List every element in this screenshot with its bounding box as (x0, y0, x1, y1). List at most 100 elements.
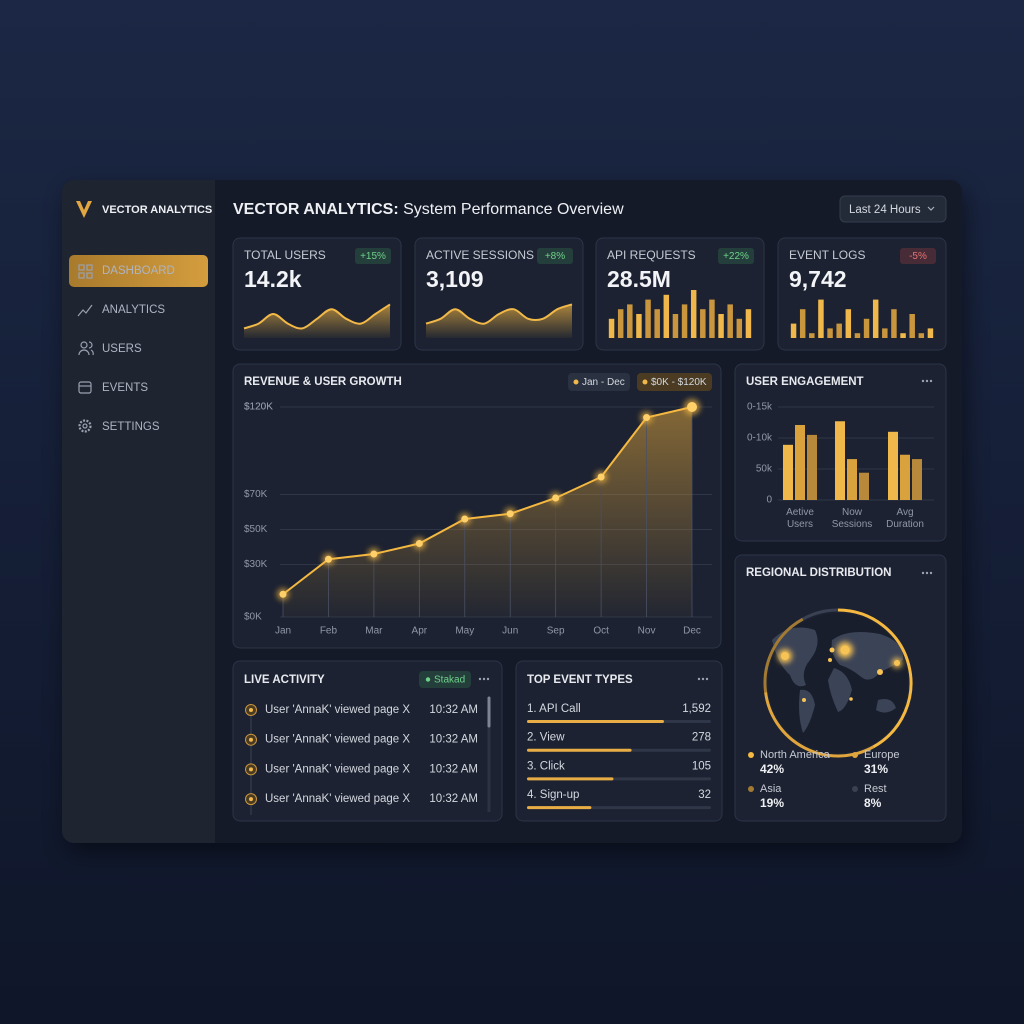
bar (527, 720, 664, 723)
x-tick-label: Jun (502, 626, 518, 637)
nav-item[interactable]: ANALYTICS (102, 304, 165, 316)
legend-label: Rest (864, 783, 887, 795)
spark-bar (745, 309, 752, 338)
spark-line (243, 303, 391, 330)
spark-line (425, 303, 573, 325)
point (687, 402, 697, 412)
event-name: 4. Sign-up (527, 789, 579, 801)
event-count: 278 (692, 732, 711, 744)
spark-bar (700, 309, 706, 338)
ring-segment (837, 608, 913, 749)
bar (527, 748, 632, 752)
card-title: REGIONAL DISTRIBUTION (746, 567, 891, 579)
nav-item[interactable]: EVENTS (102, 382, 148, 394)
activity-time: 10:32 AM (429, 793, 478, 805)
chip-label: $0K - $120K (651, 377, 707, 388)
spark-bar (727, 304, 733, 338)
x-tick-label: Sep (547, 626, 565, 637)
nav-item[interactable]: USERS (102, 343, 142, 355)
x-tick-label: Dec (683, 626, 701, 637)
y-tick-label: 0-10k (747, 433, 773, 444)
nav-item[interactable]: SETTINGS (102, 421, 160, 433)
range-chevron[interactable] (927, 206, 935, 211)
kpi-label: EVENT LOGS (789, 248, 865, 262)
point (506, 510, 514, 518)
x-tick-label: May (455, 626, 474, 637)
legend-value: 8% (864, 796, 882, 810)
status-label: Stakad (434, 675, 465, 686)
spark-bar (918, 333, 925, 338)
y-tick-label: 50k (756, 464, 773, 475)
change-value: +15% (360, 251, 386, 262)
sidebar (62, 180, 215, 843)
range-label[interactable]: Last 24 Hours (849, 204, 921, 216)
spark-bar (636, 314, 642, 338)
spark-bar (718, 314, 724, 338)
change-value: +8% (545, 251, 565, 262)
activity-time: 10:32 AM (429, 763, 478, 775)
activity-icon-core (249, 737, 253, 742)
content: TOTAL USERS 14.2k +15% ACTIVE SESSIONS 3,109… (243, 248, 936, 815)
event-name: 1. API Call (527, 703, 581, 715)
nav-item[interactable]: DASHBOARD (102, 265, 175, 277)
event-name: 3. Click (527, 760, 565, 772)
nav-active (69, 255, 208, 287)
spark-bar (845, 309, 852, 338)
y-tick-label: $120K (244, 402, 273, 413)
activity-icon-core (249, 708, 253, 712)
activity-text: User 'AnnaK' viewed page X (265, 793, 410, 805)
spark-bar (645, 299, 651, 338)
menu-dots[interactable] (478, 379, 933, 681)
activity-time: 10:32 AM (429, 704, 478, 716)
spark-bar (909, 314, 915, 338)
spark-bar (836, 323, 842, 338)
spark-bar (736, 318, 743, 338)
spark-bar (854, 333, 861, 338)
activity-card (232, 660, 503, 822)
card-title: REVENUE & USER GROWTH (244, 376, 402, 388)
bar (888, 431, 898, 500)
spark-bar (709, 299, 715, 338)
y-tick-label: 0-15k (747, 402, 773, 413)
activity-icon-core (249, 767, 253, 772)
spark-bar (672, 314, 679, 338)
spark-bar (863, 318, 870, 338)
kpi-label: ACTIVE SESSIONS (426, 248, 534, 262)
bar (912, 459, 922, 500)
activity-icon-core (249, 797, 253, 802)
activity-text: User 'AnnaK' viewed page X (265, 763, 410, 775)
ring-segment (802, 608, 839, 621)
spark-bar (663, 294, 670, 338)
legend-label: Europe (864, 749, 899, 761)
point (324, 555, 332, 563)
bar (835, 421, 845, 500)
change-value: -5% (909, 251, 927, 262)
change-chip (900, 248, 936, 264)
event-count: 105 (692, 760, 711, 772)
spark-bar (891, 309, 897, 338)
spark-bar (882, 328, 888, 338)
status-chip (419, 671, 471, 688)
brand-logo (76, 201, 92, 218)
point (461, 515, 469, 523)
x-tick-label: Now Sessions (832, 507, 873, 530)
legend-value: 19% (760, 796, 784, 810)
bar (527, 777, 614, 781)
change-value: +22% (723, 251, 749, 262)
chip-dot (642, 379, 648, 385)
kpi-value: 14.2k (244, 266, 302, 292)
range-button[interactable] (839, 195, 947, 223)
events-icon (78, 381, 92, 394)
spark-bar (799, 309, 806, 338)
card-title: LIVE ACTIVITY (244, 674, 325, 686)
x-tick-label: Jan (275, 626, 291, 637)
spark-bar (872, 299, 879, 338)
y-tick-label: $120K (244, 402, 273, 413)
spark-bar (927, 328, 934, 338)
range-chip (568, 373, 630, 391)
event-name: 2. View (527, 732, 565, 744)
ring-segment (763, 617, 804, 693)
x-tick-label: Avg Duration (886, 507, 924, 530)
kpi-value: 9,742 (789, 266, 847, 292)
point (279, 590, 287, 598)
